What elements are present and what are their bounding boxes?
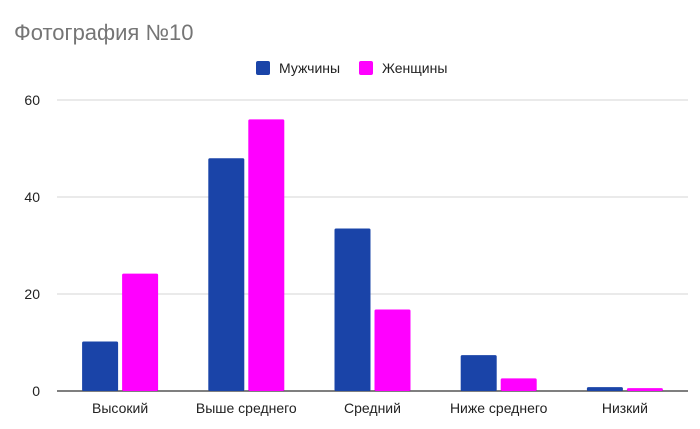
bar-men xyxy=(460,355,497,391)
y-tick-label: 60 xyxy=(24,92,40,108)
legend: Мужчины Женщины xyxy=(256,60,447,76)
bars xyxy=(82,119,663,392)
x-category-label: Низкий xyxy=(602,400,648,416)
x-category-label: Средний xyxy=(344,400,401,416)
y-axis-ticks: 0 20 40 60 xyxy=(24,92,40,399)
x-category-label: Высокий xyxy=(92,400,148,416)
y-tick-label: 20 xyxy=(24,286,40,302)
bar-women xyxy=(122,273,159,391)
bar-men xyxy=(82,341,119,391)
bar-men xyxy=(208,158,245,391)
bar-women xyxy=(500,378,537,391)
bar-women xyxy=(374,309,411,391)
x-axis-categories: Высокий Выше среднего Средний Ниже среднего… xyxy=(92,400,648,416)
y-tick-label: 0 xyxy=(32,383,40,399)
bar-women xyxy=(626,388,663,391)
legend-label-men: Мужчины xyxy=(279,60,340,76)
legend-swatch-women xyxy=(359,61,373,75)
chart-title: Фотография №10 xyxy=(14,20,194,45)
legend-swatch-men xyxy=(256,61,270,75)
legend-label-women: Женщины xyxy=(382,60,447,76)
bar-men xyxy=(586,387,623,391)
y-tick-label: 40 xyxy=(24,189,40,205)
bar-men xyxy=(334,228,371,391)
x-category-label: Выше среднего xyxy=(196,400,297,416)
x-category-label: Ниже среднего xyxy=(450,400,548,416)
gridlines xyxy=(57,99,688,392)
bar-women xyxy=(248,119,285,392)
